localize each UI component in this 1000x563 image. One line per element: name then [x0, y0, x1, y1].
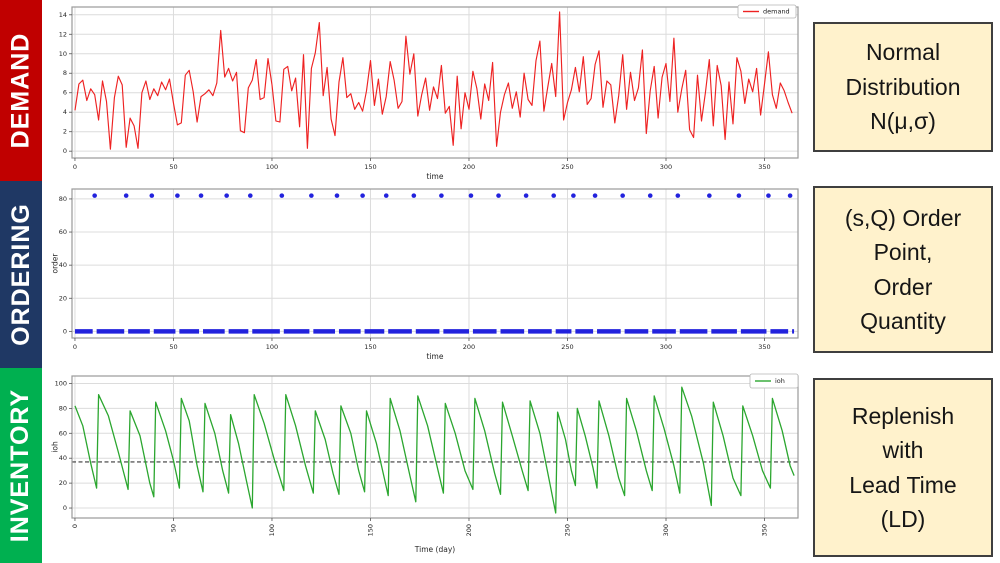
svg-text:60: 60	[59, 429, 67, 437]
svg-text:2: 2	[63, 128, 67, 136]
svg-text:100: 100	[266, 163, 278, 171]
band-ordering: ORDERING	[0, 181, 42, 368]
order-ylabel: order	[51, 253, 60, 274]
band-inventory: INVENTORY	[0, 368, 42, 563]
demand-chart: 0 50 100 150 200 250 300 350 0 2 4 6 8 10 12 14 time dema…	[46, 2, 806, 180]
svg-text:80: 80	[59, 404, 67, 412]
note-normal-distribution: Normal Distribution N(μ,σ)	[813, 22, 993, 152]
ordering-chart-svg: 0 50 100 150 200 250 300 350 0 20 40 60 80 time order	[51, 188, 799, 361]
svg-text:350: 350	[758, 343, 770, 351]
svg-text:250: 250	[561, 163, 573, 171]
band-ordering-label: ORDERING	[6, 203, 35, 346]
svg-text:250: 250	[563, 524, 571, 536]
svg-text:150: 150	[366, 524, 374, 536]
inventory-chart-svg: 0 50 100 150 200 250 300 350 0 20 40 60 80 100 Time (d…	[51, 373, 799, 554]
note-line: N(μ,σ)	[870, 108, 936, 135]
demand-chart-svg: 0 50 100 150 200 250 300 350 0 2 4 6 8 10 12 14 time dema…	[59, 4, 799, 180]
ioh-ylabel: ioh	[51, 441, 60, 453]
svg-text:6: 6	[63, 89, 67, 97]
demand-tick-labels: 0 50 100 150 200 250 300 350 0 2 4 6 8 10 12 14	[59, 11, 771, 171]
demand-xlabel: time	[427, 172, 444, 180]
svg-text:150: 150	[364, 163, 376, 171]
order-axes-frame	[71, 188, 799, 339]
note-replenish-lead-time: Replenish with Lead Time (LD)	[813, 378, 993, 557]
ioh-tick-labels: 0 50 100 150 200 250 300 350 0 20 40 60 80 100	[55, 379, 769, 536]
svg-text:200: 200	[463, 343, 475, 351]
svg-text:50: 50	[169, 343, 177, 351]
svg-text:4: 4	[63, 108, 67, 116]
svg-text:300: 300	[662, 524, 670, 536]
note-line: Quantity	[860, 308, 946, 334]
band-inventory-label: INVENTORY	[6, 388, 35, 543]
svg-text:0: 0	[71, 524, 79, 528]
svg-text:8: 8	[63, 69, 67, 77]
svg-text:0: 0	[73, 343, 77, 351]
note-order-point-quantity: (s,Q) Order Point, Order Quantity	[813, 186, 993, 353]
svg-text:20: 20	[59, 479, 67, 487]
svg-text:0: 0	[63, 327, 67, 335]
svg-text:0: 0	[63, 147, 67, 155]
svg-text:60: 60	[59, 228, 67, 236]
svg-text:demand: demand	[763, 8, 790, 16]
svg-text:40: 40	[59, 454, 67, 462]
svg-text:ioh: ioh	[775, 377, 785, 385]
note-line: with	[882, 437, 924, 463]
svg-text:300: 300	[660, 163, 672, 171]
svg-text:200: 200	[463, 163, 475, 171]
demand-series-line	[74, 11, 793, 150]
svg-text:100: 100	[268, 524, 276, 536]
svg-text:20: 20	[59, 294, 67, 302]
note-line: Lead Time	[849, 471, 957, 498]
band-demand: DEMAND	[0, 0, 42, 181]
note-line: Normal	[865, 39, 941, 66]
note-line: Order	[873, 273, 933, 300]
order-tick-labels: 0 50 100 150 200 250 300 350 0 20 40 60 80	[59, 195, 771, 351]
svg-text:50: 50	[169, 524, 177, 532]
inventory-chart: 0 50 100 150 200 250 300 350 0 20 40 60 80 100 Time (d…	[46, 369, 806, 561]
svg-text:150: 150	[364, 343, 376, 351]
note-line: (LD)	[880, 506, 926, 532]
demand-legend: demand	[737, 4, 797, 19]
svg-text:350: 350	[761, 524, 769, 536]
svg-text:100: 100	[55, 379, 67, 387]
note-line: Point,	[873, 239, 933, 265]
svg-text:10: 10	[59, 50, 67, 58]
band-demand-label: DEMAND	[6, 32, 35, 149]
svg-text:250: 250	[561, 343, 573, 351]
svg-text:80: 80	[59, 195, 67, 203]
demand-axes-frame	[71, 6, 799, 159]
svg-text:100: 100	[266, 343, 278, 351]
ordering-chart: 0 50 100 150 200 250 300 350 0 20 40 60 80 time order	[46, 184, 806, 366]
ioh-legend: ioh	[749, 373, 799, 389]
order-xlabel: time	[427, 352, 444, 361]
demand-gridlines	[72, 7, 798, 158]
svg-text:300: 300	[660, 343, 672, 351]
note-line: (s,Q) Order	[844, 204, 962, 231]
svg-text:200: 200	[465, 524, 473, 536]
note-line: Replenish	[851, 402, 955, 429]
ioh-axes-frame	[71, 375, 799, 519]
svg-text:40: 40	[59, 261, 67, 269]
svg-text:14: 14	[59, 11, 67, 19]
ioh-xlabel: Time (day)	[414, 545, 455, 554]
svg-text:0: 0	[63, 504, 67, 512]
svg-text:12: 12	[59, 30, 67, 38]
note-line: Distribution	[845, 73, 961, 100]
order-event-dots	[92, 193, 793, 198]
svg-text:350: 350	[758, 163, 770, 171]
order-gridlines	[72, 189, 798, 338]
svg-text:50: 50	[169, 163, 177, 171]
ioh-series-line	[74, 386, 795, 514]
svg-text:0: 0	[73, 163, 77, 171]
